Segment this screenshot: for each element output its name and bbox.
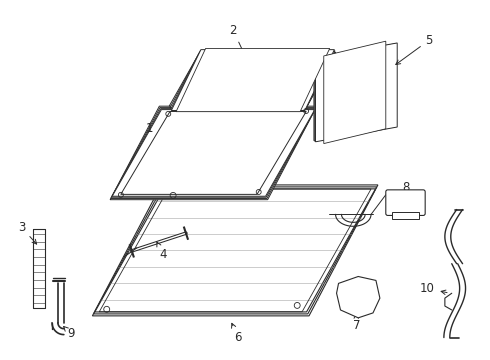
Polygon shape — [337, 276, 380, 318]
Polygon shape — [314, 44, 395, 141]
Polygon shape — [171, 51, 335, 109]
Text: 5: 5 — [396, 34, 433, 64]
Polygon shape — [94, 187, 377, 314]
Polygon shape — [316, 43, 397, 142]
Text: 10: 10 — [420, 282, 447, 295]
Polygon shape — [112, 109, 316, 197]
Polygon shape — [176, 49, 330, 112]
Text: 2: 2 — [229, 24, 246, 58]
Polygon shape — [93, 185, 378, 316]
Polygon shape — [121, 112, 306, 194]
Text: 3: 3 — [18, 221, 37, 244]
Polygon shape — [95, 189, 375, 312]
Polygon shape — [112, 109, 315, 196]
Polygon shape — [170, 53, 336, 108]
Polygon shape — [111, 107, 316, 198]
FancyBboxPatch shape — [386, 190, 425, 215]
Polygon shape — [169, 54, 337, 106]
Polygon shape — [172, 50, 334, 111]
Text: 6: 6 — [232, 323, 242, 344]
Polygon shape — [315, 44, 396, 141]
Text: 9: 9 — [64, 327, 74, 340]
Bar — [392, 212, 419, 219]
Text: 7: 7 — [352, 314, 360, 332]
Text: 8: 8 — [402, 181, 409, 199]
Polygon shape — [324, 41, 386, 144]
Polygon shape — [110, 106, 317, 200]
Text: 4: 4 — [157, 242, 167, 261]
Text: 1: 1 — [146, 122, 178, 147]
